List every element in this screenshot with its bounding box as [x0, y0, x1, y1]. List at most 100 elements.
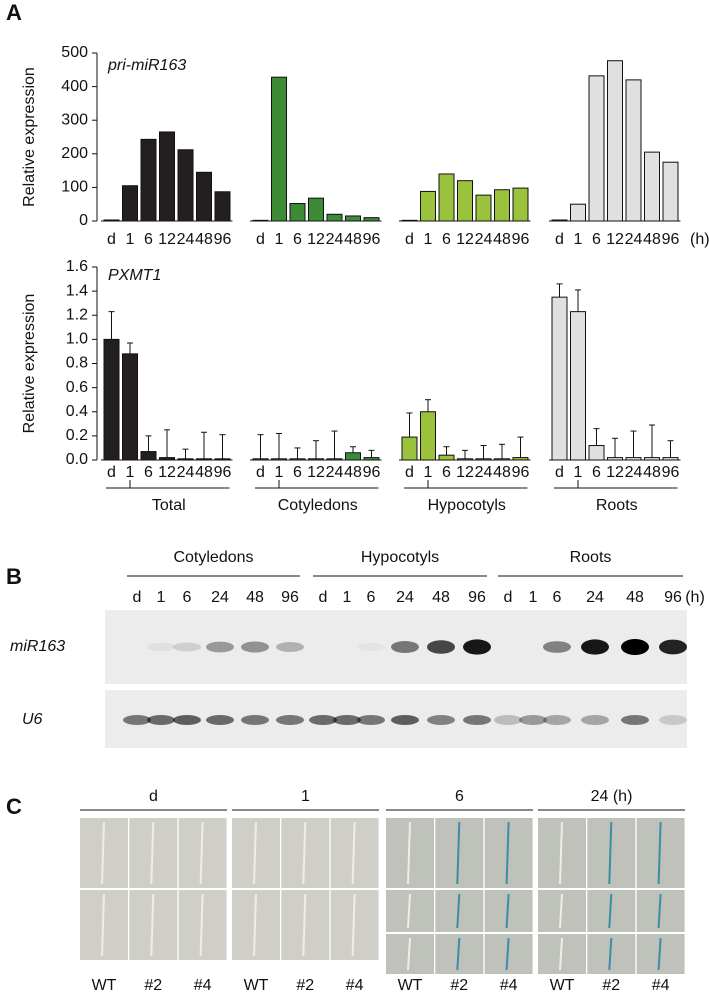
seedling: [150, 821, 155, 885]
x-tick-label: 1: [574, 231, 583, 248]
band: [309, 715, 337, 725]
y-tick-label: 1.0: [66, 331, 88, 348]
bar: [401, 436, 418, 461]
y-tick-label: 1.4: [66, 282, 88, 299]
x-tick-label: 12: [456, 231, 474, 248]
x-tick-label: 96: [512, 464, 530, 481]
x-tick-label: 96: [363, 231, 381, 248]
lane-label: d: [504, 589, 513, 606]
seedling: [505, 821, 510, 885]
bar: [271, 458, 287, 461]
lane-label: 24: [211, 589, 229, 606]
band: [659, 639, 687, 655]
x-tick-label: 6: [592, 231, 601, 248]
bar: [103, 338, 120, 461]
bar: [271, 76, 287, 222]
bar: [457, 180, 473, 222]
bar: [551, 296, 568, 461]
seedling: [150, 893, 155, 957]
band: [621, 639, 649, 655]
seedling: [302, 821, 307, 885]
seedling: [199, 821, 204, 885]
seedling: [302, 893, 307, 957]
bar: [289, 458, 306, 461]
seedling: [407, 893, 411, 929]
x-tick-label: d: [107, 231, 116, 248]
genotype-label: #2: [450, 977, 468, 994]
x-tick-label: 6: [144, 464, 153, 481]
bar: [308, 458, 324, 461]
genotype-label: #4: [500, 977, 518, 994]
seedling: [253, 821, 257, 885]
band: [241, 641, 269, 653]
group-label: Hypocotyls: [428, 497, 506, 514]
lane-label: 24: [396, 589, 414, 606]
panel-label: C: [6, 794, 22, 819]
x-tick-label: 96: [662, 464, 680, 481]
band: [391, 641, 419, 653]
seedling: [559, 937, 563, 971]
lane-label: 48: [432, 589, 450, 606]
lane-label: 96: [281, 589, 299, 606]
bar: [570, 311, 586, 461]
chart-title: pri-miR163: [107, 57, 186, 74]
x-tick-label: 24: [177, 464, 195, 481]
genotype-label: #2: [144, 977, 162, 994]
band: [659, 715, 687, 725]
band: [391, 715, 419, 725]
y-tick-label: 200: [61, 145, 88, 162]
x-tick-label: 96: [662, 231, 680, 248]
bar: [140, 451, 157, 461]
band: [276, 715, 304, 725]
bar: [177, 149, 194, 222]
bar: [326, 458, 343, 461]
x-tick-label: d: [256, 231, 265, 248]
band: [206, 715, 234, 725]
seedling: [608, 937, 613, 971]
bar: [662, 457, 679, 461]
bar: [607, 60, 623, 222]
seedling: [608, 821, 613, 885]
bar: [551, 219, 568, 222]
lane-label: d: [133, 589, 142, 606]
band: [173, 642, 201, 652]
y-tick-label: 0.2: [66, 427, 88, 444]
band: [581, 715, 609, 725]
band: [494, 715, 522, 725]
bar: [625, 457, 642, 461]
x-tick-label: 12: [456, 464, 474, 481]
x-tick-label: 1: [275, 231, 284, 248]
seedling: [657, 893, 662, 929]
x-tick-label: 6: [592, 464, 601, 481]
y-tick-label: 1.6: [66, 258, 88, 275]
header-label: d: [149, 788, 158, 805]
band: [581, 639, 609, 655]
y-tick-label: 300: [61, 111, 88, 128]
seedling: [456, 821, 461, 885]
bar: [159, 457, 175, 461]
band: [206, 641, 234, 653]
x-tick-label: 12: [606, 231, 624, 248]
x-tick-label: 6: [144, 231, 153, 248]
bar: [475, 458, 492, 461]
band: [147, 642, 175, 652]
panel-label: B: [6, 564, 22, 589]
genotype-label: #4: [652, 977, 670, 994]
bar: [159, 131, 175, 222]
bar: [289, 203, 306, 222]
x-tick-label: 1: [424, 464, 433, 481]
bar: [420, 190, 436, 222]
bar: [644, 457, 660, 461]
x-tick-label: 48: [195, 464, 213, 481]
seedling: [407, 937, 411, 971]
x-tick-label: 12: [158, 231, 176, 248]
bar: [494, 189, 510, 222]
band: [463, 715, 491, 725]
y-tick-label: 500: [61, 44, 88, 61]
bar: [438, 454, 455, 461]
band: [333, 715, 361, 725]
lane-label: 24: [586, 589, 604, 606]
x-tick-label: d: [107, 464, 116, 481]
group-label: Roots: [596, 497, 638, 514]
x-tick-label: 24: [475, 231, 493, 248]
